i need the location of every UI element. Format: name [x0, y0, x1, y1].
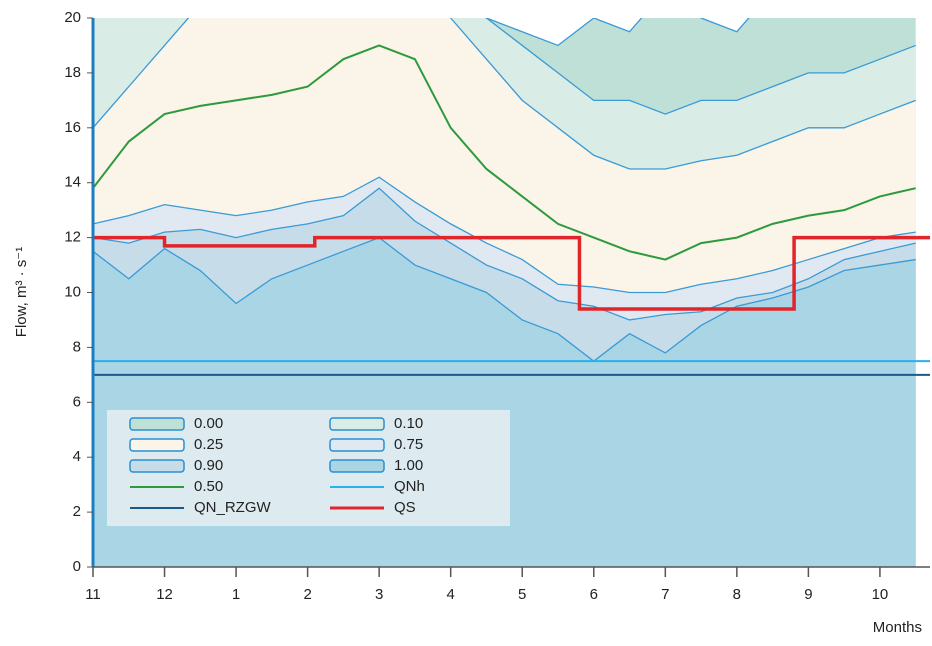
x-axis-label: Months: [873, 619, 922, 636]
legend-swatch: [329, 438, 385, 452]
legend-label: 0.10: [394, 415, 423, 432]
legend-label: 1.00: [394, 457, 423, 474]
y-tick-label: 12: [64, 229, 81, 246]
y-tick-label: 2: [73, 503, 81, 520]
legend-swatch: [329, 459, 385, 473]
x-tick-label: 11: [85, 586, 101, 603]
x-tick-label: 1: [232, 586, 240, 603]
band-line: [93, 176, 916, 294]
y-tick-label: 8: [73, 338, 81, 355]
x-tick-label: 4: [447, 586, 455, 603]
y-axis-label: Flow, m³ · s⁻¹: [13, 247, 30, 337]
y-tick-label: 16: [64, 119, 81, 136]
legend-label: QNh: [394, 478, 425, 495]
x-tick-label: 7: [661, 586, 669, 603]
y-tick-label: 20: [64, 9, 81, 26]
y-tick-label: 14: [64, 174, 81, 191]
x-tick-label: 3: [375, 586, 383, 603]
legend-swatch: [129, 459, 185, 473]
legend-label: 0.00: [194, 415, 223, 432]
legend-label: QN_RZGW: [194, 499, 272, 516]
legend-swatch: [129, 438, 185, 452]
band-line: [485, 18, 750, 47]
x-tick-label: 5: [518, 586, 526, 603]
legend-swatch: [329, 417, 385, 431]
x-tick-label: 10: [872, 586, 889, 603]
band-line: [93, 18, 916, 170]
legend-label: QS: [394, 499, 416, 516]
x-tick-label: 2: [303, 586, 311, 603]
legend-label: 0.90: [194, 457, 223, 474]
band-line: [93, 187, 916, 321]
y-tick-label: 18: [64, 64, 81, 81]
series-line: [93, 44, 916, 261]
x-tick-label: 8: [733, 586, 741, 603]
legend-swatch: [129, 417, 185, 431]
legend-label: 0.25: [194, 436, 223, 453]
band-line: [93, 236, 916, 362]
y-tick-label: 6: [73, 393, 81, 410]
y-tick-label: 10: [64, 283, 81, 300]
x-tick-label: 6: [590, 586, 598, 603]
legend-label: 0.50: [194, 478, 223, 495]
series-line: [93, 235, 930, 311]
y-tick-label: 0: [73, 558, 81, 575]
legend-label: 0.75: [394, 436, 423, 453]
x-tick-label: 9: [804, 586, 812, 603]
y-tick-label: 4: [73, 448, 81, 465]
x-tick-label: 12: [156, 586, 173, 603]
band-line: [485, 18, 916, 115]
